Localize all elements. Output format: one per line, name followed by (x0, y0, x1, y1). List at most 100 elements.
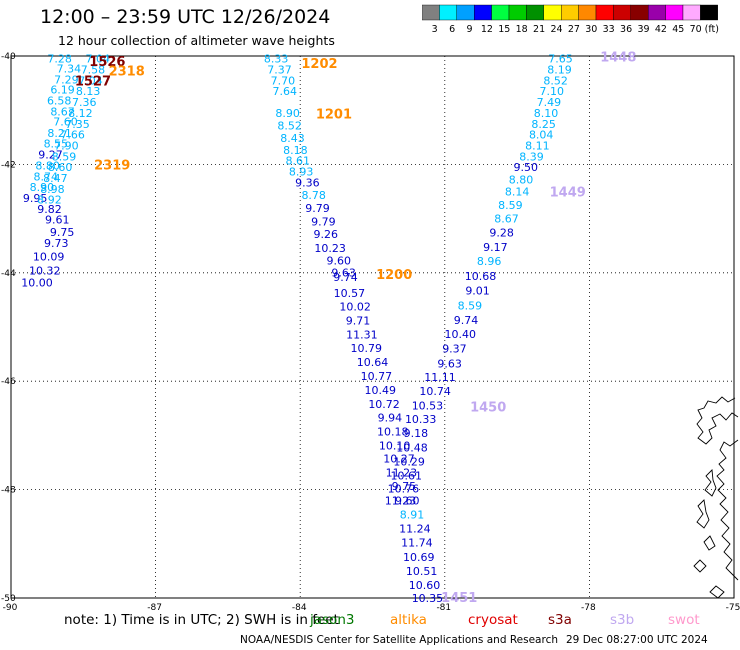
swh-data-label: 8.90 (30, 181, 55, 194)
swh-data-label: 9.63 (437, 357, 462, 370)
legend-label: 27 (568, 24, 580, 35)
longitude-tick-label: -75 (726, 603, 740, 613)
swh-data-label: 9.28 (489, 227, 514, 240)
swh-data-label: 9.74 (454, 314, 479, 327)
swh-data-label: 10.29 (393, 455, 425, 468)
swh-data-label: 8.25 (531, 118, 556, 131)
swh-data-label: 7.35 (65, 118, 90, 131)
swh-data-label: 6.19 (50, 84, 75, 97)
swh-data-label: 8.60 (48, 161, 73, 174)
swh-data-label: 8.80 (509, 174, 534, 187)
mission-label-s3b: s3b (610, 612, 635, 628)
swh-data-label: 7.37 (267, 64, 292, 77)
swh-data-label: 8.98 (40, 183, 65, 196)
pass-time-label: 1451 (441, 591, 477, 606)
swh-data-label: 7.10 (540, 85, 565, 98)
swh-data-label: 8.67 (50, 105, 75, 118)
swh-data-label: 9.26 (313, 228, 338, 241)
swh-data-label: 9.36 (295, 176, 320, 189)
pass-time-label: 2319 (94, 158, 130, 173)
swh-data-label: 7.58 (81, 64, 106, 77)
swh-data-label: 8.61 (286, 155, 311, 168)
swh-data-label: 8.13 (76, 85, 101, 98)
legend-label: 15 (498, 24, 510, 35)
swh-data-label: 10.57 (334, 287, 366, 300)
swh-data-label: 9.27 (38, 149, 63, 162)
swh-data-label: 8.14 (505, 186, 530, 199)
swh-data-label: 10.48 (396, 441, 428, 454)
swh-data-label: 7.04 (86, 53, 111, 66)
swh-data-label: 10.10 (379, 440, 411, 453)
swh-data-label: 10.49 (364, 384, 396, 397)
pass-time-label: 2318 (109, 65, 145, 80)
swh-data-label: 7.36 (72, 96, 97, 109)
swh-data-label: 10.27 (383, 453, 415, 466)
legend-label: 9 (466, 24, 472, 35)
swh-data-label: 9.63 (331, 266, 356, 279)
pass-time-label: 1449 (550, 186, 586, 201)
swh-data-label: 8.67 (494, 213, 519, 226)
swh-data-label: 7.64 (273, 85, 298, 98)
swh-data-label: 11.31 (346, 329, 378, 342)
legend-label: 33 (603, 24, 615, 35)
swh-data-label: 8.78 (301, 189, 326, 202)
swh-data-label: 7.70 (271, 74, 296, 87)
swh-data-label: 8.90 (275, 107, 300, 120)
pass-time-label: 1202 (301, 57, 337, 72)
swh-data-label: 11.74 (401, 537, 433, 550)
swh-data-label: 9.75 (392, 480, 417, 493)
swh-data-label: 10.23 (314, 242, 346, 255)
swh-data-label: 9.18 (404, 427, 429, 440)
swh-data-label: 10.35 (412, 592, 444, 605)
legend-swatch (700, 4, 718, 21)
swh-data-label: 10.02 (339, 300, 371, 313)
legend-label: 24 (550, 24, 562, 35)
mission-label-altika: altika (390, 612, 427, 628)
swh-data-label: 9.79 (311, 215, 336, 228)
legend-label: 21 (533, 24, 545, 35)
swh-data-label: 6.58 (47, 94, 72, 107)
swh-data-label: 8.52 (543, 74, 568, 87)
legend-unit: (ft) (705, 24, 719, 35)
swh-data-label: 9.60 (395, 494, 420, 507)
swh-data-label: 7.28 (47, 53, 72, 66)
swh-data-label: 11.24 (399, 523, 431, 536)
swh-data-label: 10.74 (419, 385, 451, 398)
credit-text: NOAA/NESDIS Center for Satellite Applica… (240, 634, 558, 646)
swh-data-label: 10.77 (361, 370, 393, 383)
swh-data-label: 10.32 (29, 265, 61, 278)
map-title: 12:00 – 23:59 UTC 12/26/2024 (40, 6, 331, 28)
pass-time-label: 1200 (376, 268, 412, 283)
swh-data-label: 7.29 (54, 73, 79, 86)
swh-data-label: 7.66 (60, 129, 85, 142)
swh-data-label: 8.93 (289, 165, 314, 178)
swh-data-label: 8.52 (277, 119, 302, 132)
swh-data-label: 7.04 (78, 74, 103, 87)
swh-data-label: 10.33 (405, 413, 437, 426)
legend-label: 30 (585, 24, 597, 35)
swh-data-label: 8.59 (498, 199, 523, 212)
legend-label: 6 (449, 24, 455, 35)
legend-label: 45 (672, 24, 684, 35)
color-legend: 3 6 9 12 15 18 21 24 27 30 33 36 39 42 45 70 (ft) (422, 4, 719, 35)
swh-data-label: 10.68 (465, 270, 497, 283)
swh-data-label: 8.18 (283, 144, 308, 157)
swh-data-label: 8.21 (47, 127, 72, 140)
swh-data-label: 9.60 (327, 254, 352, 267)
legend-label: 70 (690, 24, 702, 35)
longitude-tick-label: -81 (436, 603, 451, 613)
timestamp-text: 29 Dec 08:27:00 UTC 2024 (566, 634, 708, 646)
pass-time-label: 1201 (316, 107, 352, 122)
swh-data-label: 8.92 (37, 194, 62, 207)
swh-data-label: 10.76 (388, 483, 420, 496)
swh-data-label: 9.79 (305, 202, 330, 215)
swh-data-label: 11.11 (424, 371, 456, 384)
swh-data-label: 9.37 (442, 343, 467, 356)
latitude-tick-label: -50 (1, 594, 16, 604)
map-border (10, 55, 735, 599)
swh-data-label: 10.72 (368, 398, 400, 411)
swh-data-label: 10.40 (444, 328, 476, 341)
mission-label-cryosat: cryosat (468, 612, 518, 628)
mission-label-s3a: s3a (548, 612, 572, 628)
longitude-tick-label: -84 (292, 603, 307, 613)
